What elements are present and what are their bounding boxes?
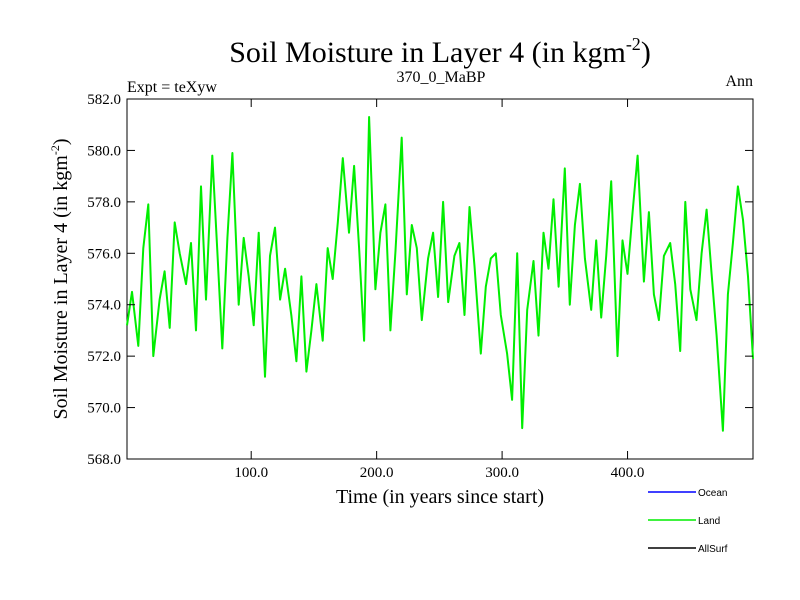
plot-frame xyxy=(126,98,754,460)
legend-label-ocean: Ocean xyxy=(698,488,727,499)
chart-title-sup: -2 xyxy=(626,34,641,54)
y-tick-label: 574.0 xyxy=(87,298,121,314)
subtitle-left: Expt = teXyw xyxy=(127,79,217,96)
y-tick-label: 576.0 xyxy=(87,246,121,262)
x-tick-label: 400.0 xyxy=(611,465,645,481)
y-tick-label: 578.0 xyxy=(87,195,121,211)
y-tick-label: 582.0 xyxy=(87,92,121,108)
x-axis-label: Time (in years since start) xyxy=(336,486,544,508)
y-tick-label: 568.0 xyxy=(87,452,121,468)
y-axis-label-sup: -2 xyxy=(48,145,62,155)
legend-label-land: Land xyxy=(698,516,720,527)
x-tick-label: 100.0 xyxy=(234,465,268,481)
y-tick-label: 572.0 xyxy=(87,349,121,365)
x-tick-label: 200.0 xyxy=(360,465,394,481)
series-line-land xyxy=(126,116,754,432)
y-tick-label: 580.0 xyxy=(87,143,121,159)
chart-title: Soil Moisture in Layer 4 (in kgm-2) xyxy=(229,34,651,69)
y-axis-label-end: ) xyxy=(50,138,72,145)
legend-label-allsurf: AllSurf xyxy=(698,544,728,555)
series-layer xyxy=(126,116,754,432)
y-axis-label-main: Soil Moisture in Layer 4 (in kgm xyxy=(50,155,72,420)
chart-title-end: ) xyxy=(641,36,651,69)
x-tick-label: 300.0 xyxy=(485,465,519,481)
subtitle-right: Ann xyxy=(725,73,753,90)
y-axis-label: Soil Moisture in Layer 4 (in kgm-2) xyxy=(48,138,72,419)
subtitle-center: 370_0_MaBP xyxy=(397,69,486,86)
y-tick-label: 570.0 xyxy=(87,401,121,417)
chart-title-main: Soil Moisture in Layer 4 (in kgm xyxy=(229,36,626,69)
axis-layer: 568.0 570.0 572.0 574.0 576.0 578.0 580.0 582.0… xyxy=(87,92,753,481)
legend: Ocean Land AllSurf xyxy=(648,488,728,555)
